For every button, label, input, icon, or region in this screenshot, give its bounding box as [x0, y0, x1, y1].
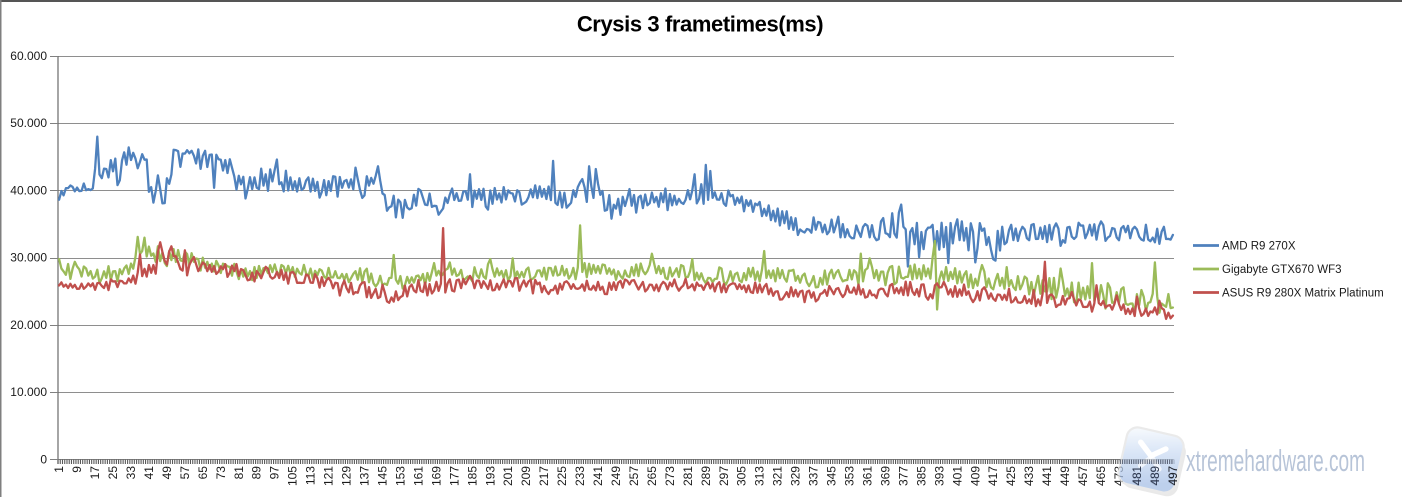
svg-text:65: 65 — [196, 466, 210, 480]
svg-text:17: 17 — [88, 466, 102, 480]
svg-text:169: 169 — [429, 466, 443, 486]
svg-text:121: 121 — [322, 466, 336, 486]
svg-text:425: 425 — [1004, 466, 1018, 486]
svg-text:161: 161 — [411, 466, 425, 486]
svg-text:377: 377 — [896, 466, 910, 486]
svg-text:217: 217 — [537, 466, 551, 486]
svg-text:345: 345 — [825, 466, 839, 486]
svg-text:225: 225 — [555, 466, 569, 486]
svg-text:457: 457 — [1076, 466, 1090, 486]
svg-text:49: 49 — [160, 466, 174, 480]
svg-text:33: 33 — [124, 466, 138, 480]
svg-text:305: 305 — [735, 466, 749, 486]
svg-text:337: 337 — [807, 466, 821, 486]
svg-text:81: 81 — [232, 466, 246, 480]
svg-text:xtremehardware.com: xtremehardware.com — [1186, 444, 1365, 478]
svg-text:241: 241 — [591, 466, 605, 486]
svg-text:497: 497 — [1168, 466, 1180, 485]
svg-text:105: 105 — [286, 466, 300, 486]
svg-text:137: 137 — [358, 466, 372, 486]
svg-text:329: 329 — [789, 466, 803, 486]
svg-text:433: 433 — [1022, 466, 1036, 486]
svg-text:Gigabyte GTX670 WF3: Gigabyte GTX670 WF3 — [1222, 264, 1342, 276]
svg-text:313: 313 — [753, 466, 767, 486]
svg-text:257: 257 — [627, 466, 641, 486]
svg-text:40.000: 40.000 — [10, 184, 47, 198]
svg-text:73: 73 — [214, 466, 228, 480]
svg-text:481: 481 — [1132, 466, 1144, 485]
svg-text:145: 145 — [376, 466, 390, 486]
svg-text:177: 177 — [447, 466, 461, 486]
svg-text:185: 185 — [465, 466, 479, 486]
svg-text:209: 209 — [519, 466, 533, 486]
svg-text:1: 1 — [52, 466, 66, 473]
svg-text:417: 417 — [986, 466, 1000, 486]
svg-text:Crysis 3 frametimes(ms): Crysis 3 frametimes(ms) — [577, 12, 823, 37]
svg-text:89: 89 — [250, 466, 264, 480]
svg-text:289: 289 — [699, 466, 713, 486]
svg-text:361: 361 — [861, 466, 875, 486]
svg-text:465: 465 — [1094, 466, 1108, 486]
svg-text:97: 97 — [268, 466, 282, 480]
svg-text:281: 281 — [681, 466, 695, 486]
svg-text:489: 489 — [1150, 466, 1162, 485]
svg-text:20.000: 20.000 — [10, 318, 47, 332]
svg-text:30.000: 30.000 — [10, 251, 47, 265]
svg-text:10.000: 10.000 — [10, 385, 47, 399]
svg-text:449: 449 — [1058, 466, 1072, 486]
svg-text:60.000: 60.000 — [10, 49, 47, 63]
svg-text:385: 385 — [914, 466, 928, 486]
svg-text:369: 369 — [879, 466, 893, 486]
svg-text:265: 265 — [645, 466, 659, 486]
svg-text:41: 41 — [142, 466, 156, 480]
svg-text:409: 409 — [968, 466, 982, 486]
svg-text:401: 401 — [950, 466, 964, 486]
svg-text:297: 297 — [717, 466, 731, 486]
svg-text:113: 113 — [304, 466, 318, 485]
svg-text:353: 353 — [843, 466, 857, 486]
svg-text:249: 249 — [609, 466, 623, 486]
svg-text:273: 273 — [663, 466, 677, 486]
svg-text:25: 25 — [106, 466, 120, 480]
svg-text:153: 153 — [393, 466, 407, 486]
svg-text:0: 0 — [40, 453, 47, 467]
svg-text:ASUS R9 280X Matrix Platinum: ASUS R9 280X Matrix Platinum — [1222, 288, 1384, 300]
svg-text:233: 233 — [573, 466, 587, 486]
svg-text:9: 9 — [70, 466, 84, 473]
svg-text:201: 201 — [501, 466, 515, 486]
svg-text:AMD R9 270X: AMD R9 270X — [1222, 241, 1296, 253]
svg-text:393: 393 — [932, 466, 946, 486]
svg-text:50.000: 50.000 — [10, 116, 47, 130]
svg-text:193: 193 — [483, 466, 497, 486]
svg-text:441: 441 — [1040, 466, 1054, 486]
svg-text:321: 321 — [771, 466, 785, 486]
svg-text:129: 129 — [340, 466, 354, 486]
svg-text:57: 57 — [178, 466, 192, 480]
